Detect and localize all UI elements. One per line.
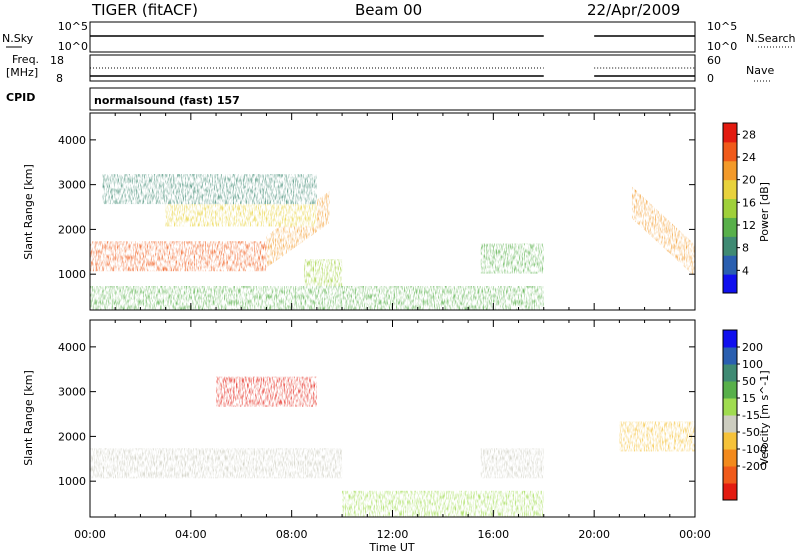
nsky-tick-bottom: 10^0 — [58, 40, 88, 53]
velocity-heatmap — [90, 376, 695, 517]
freq-tick-bottom: 8 — [56, 72, 63, 85]
cpid-label: CPID — [6, 91, 35, 104]
feature-band — [102, 174, 317, 205]
velocity-colorbar-swatch — [723, 347, 737, 365]
nsearch-tick-top: 10^5 — [707, 20, 737, 33]
power-colorbar: 4 8 12 16 20 24 28 — [722, 122, 756, 294]
cpid-value: normalsound (fast) 157 — [94, 94, 240, 107]
nsky-panel-frame — [89, 21, 696, 53]
freq-trace — [90, 67, 695, 77]
feature-band — [342, 490, 544, 517]
freq-tick-top: 18 — [50, 54, 64, 67]
time-tick-label: 00:00 — [74, 528, 106, 541]
velocity-ytick-label: 1000 — [58, 475, 86, 488]
velocity-colorbar-label: -50 — [742, 426, 760, 439]
power-colorbar-frame — [722, 122, 738, 294]
power-colorbar-label: 16 — [742, 196, 756, 209]
feature-band — [216, 376, 317, 407]
velocity-colorbar-swatch — [723, 364, 737, 382]
freq-label: Freq. — [12, 53, 39, 66]
power-colorbar-label: 8 — [742, 242, 749, 255]
power-ytick-label: 4000 — [58, 134, 86, 147]
velocity-colorbar-label: -100 — [742, 443, 767, 456]
velocity-colorbar-swatch — [723, 432, 737, 450]
feature-band — [304, 259, 343, 290]
time-axis-ticks: 00:00 04:00 08:00 12:00 16:00 20:00 00:00 — [74, 528, 711, 541]
velocity-axis-ticks: 1000 2000 3000 4000 — [58, 320, 696, 517]
power-ylabel: Slant Range [km] — [22, 164, 35, 260]
velocity-ytick-label: 4000 — [58, 341, 86, 354]
power-heatmap — [90, 174, 695, 310]
nave-label: Nave — [746, 64, 774, 77]
power-ytick-label: 3000 — [58, 179, 86, 192]
power-colorbar-swatch — [723, 179, 737, 200]
power-colorbar-swatch — [723, 141, 737, 162]
velocity-panel-frame — [89, 319, 696, 518]
feature-band — [90, 448, 343, 479]
velocity-colorbar-label: 200 — [742, 341, 763, 354]
time-tick-label: 08:00 — [276, 528, 308, 541]
time-tick-label: 16:00 — [477, 528, 509, 541]
velocity-colorbar-label: 50 — [742, 375, 756, 388]
power-colorbar-label: 20 — [742, 174, 756, 187]
feature-band — [619, 421, 695, 452]
velocity-colorbar-label: Velocity [m s^-1] — [758, 370, 771, 465]
feature-band — [631, 186, 695, 277]
power-colorbar-label: 28 — [742, 128, 756, 141]
velocity-colorbar-swatch — [723, 398, 737, 416]
velocity-colorbar-swatch — [723, 466, 737, 484]
nave-tick-top: 60 — [707, 54, 721, 67]
nsky-label: N.Sky — [2, 32, 34, 45]
date-label: 22/Apr/2009 — [587, 1, 680, 19]
power-colorbar-swatch — [723, 255, 737, 275]
velocity-ytick-label: 3000 — [58, 386, 86, 399]
feature-band — [480, 448, 544, 479]
power-colorbar-label: 12 — [742, 219, 756, 232]
velocity-colorbar-swatch — [723, 415, 737, 433]
power-colorbar-swatch — [723, 160, 737, 181]
nsearch-tick-bottom: 10^0 — [707, 40, 737, 53]
velocity-colorbar-swatch — [723, 330, 737, 348]
velocity-colorbar-swatch — [723, 381, 737, 399]
time-tick-label: 00:00 — [679, 528, 711, 541]
cpid-panel-frame — [89, 87, 696, 111]
velocity-ylabel: Slant Range [km] — [22, 370, 35, 466]
power-ytick-label: 1000 — [58, 268, 86, 281]
time-tick-label: 12:00 — [377, 528, 409, 541]
power-colorbar-label: 24 — [742, 151, 756, 164]
feature-band — [90, 286, 544, 310]
power-ytick-label: 2000 — [58, 223, 86, 236]
power-colorbar-swatch — [723, 123, 737, 143]
velocity-colorbar-label: -15 — [742, 409, 760, 422]
power-colorbar-swatch — [723, 236, 737, 256]
freq-unit: [MHz] — [6, 66, 38, 79]
feature-band — [480, 243, 544, 274]
time-tick-label: 20:00 — [578, 528, 610, 541]
nsky-tick-top: 10^5 — [58, 20, 88, 33]
power-colorbar-label: 4 — [742, 264, 749, 277]
velocity-colorbar-label: -200 — [742, 460, 767, 473]
time-tick-label: 04:00 — [175, 528, 207, 541]
velocity-ytick-label: 2000 — [58, 430, 86, 443]
feature-band — [90, 241, 267, 272]
power-axis-ticks: 1000 2000 3000 4000 — [58, 113, 696, 310]
power-colorbar-swatch — [723, 198, 737, 218]
velocity-colorbar: 200 100 50 15 -15 -50 -100 -200 — [722, 329, 767, 501]
velocity-colorbar-swatch — [723, 449, 737, 467]
velocity-colorbar-label: 100 — [742, 358, 763, 371]
power-colorbar-label: Power [dB] — [758, 182, 771, 242]
time-axis-label: Time UT — [368, 541, 414, 554]
nave-tick-bottom: 0 — [707, 72, 714, 85]
velocity-colorbar-swatch — [723, 483, 737, 501]
power-colorbar-swatch — [723, 217, 737, 237]
power-colorbar-swatch — [723, 274, 737, 294]
beam-label: Beam 00 — [355, 1, 422, 19]
nsearch-label: N.Search — [746, 32, 796, 45]
radar-title: TIGER (fitACF) — [91, 1, 198, 19]
velocity-colorbar-label: 15 — [742, 392, 756, 405]
